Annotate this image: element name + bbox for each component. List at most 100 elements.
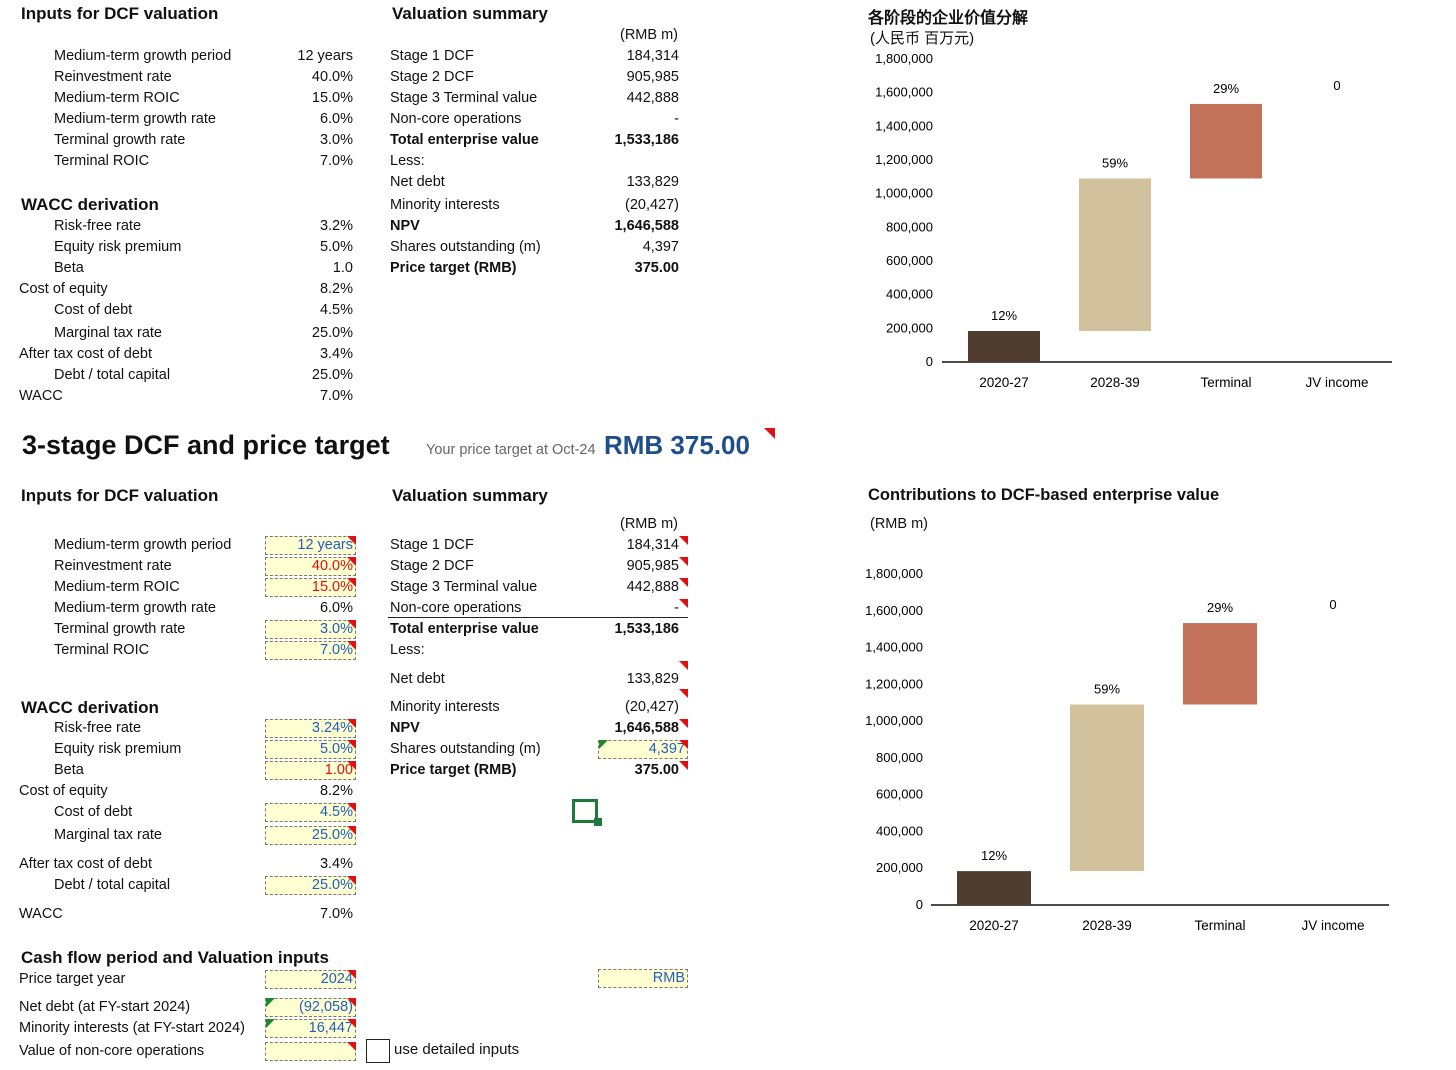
comment-marker[interactable] <box>347 557 356 566</box>
y-tick-label: 600,000 <box>876 787 923 802</box>
top-wacc-value: 3.4% <box>319 346 353 362</box>
bottom-summary-value: 1,646,588 <box>614 720 679 736</box>
top-summary-label: Less: <box>390 153 425 169</box>
y-tick-label: 0 <box>926 354 933 369</box>
top-input-value: 6.0% <box>319 111 353 127</box>
comment-marker[interactable] <box>347 620 356 629</box>
top-wacc-label: Risk-free rate <box>54 218 142 234</box>
comment-marker[interactable] <box>679 719 688 728</box>
y-tick-label: 800,000 <box>876 750 923 765</box>
bottom-wacc-cell[interactable]: 4.5% <box>265 803 356 822</box>
comment-marker[interactable] <box>679 599 688 608</box>
comment-marker[interactable] <box>347 826 356 835</box>
bottom-inputs-title: Inputs for DCF valuation <box>21 486 219 505</box>
data-label: 0 <box>1329 597 1336 612</box>
bottom-input-cell[interactable]: 3.0% <box>265 620 356 639</box>
cashflow-input[interactable]: (92,058) <box>265 998 356 1017</box>
waterfall-bar <box>1070 704 1144 872</box>
top-wacc-value: 25.0% <box>311 367 353 383</box>
comment-marker[interactable] <box>679 689 688 698</box>
top-wacc-value: 4.5% <box>319 302 353 318</box>
formula-marker <box>266 1019 275 1028</box>
waterfall-bar <box>1079 178 1151 331</box>
data-label: 59% <box>1094 682 1120 697</box>
comment-marker[interactable] <box>679 740 688 749</box>
cashflow-input[interactable]: 16,447 <box>265 1019 356 1038</box>
shares-outstanding-cell[interactable]: 4,397 <box>598 740 688 759</box>
fill-handle[interactable] <box>594 818 602 826</box>
top-summary-value: 184,314 <box>626 48 679 64</box>
x-tick-label: Terminal <box>1194 918 1245 933</box>
x-tick-label: Terminal <box>1200 375 1251 390</box>
top-wacc-label: After tax cost of debt <box>19 346 152 362</box>
bottom-input-label: Terminal ROIC <box>54 642 150 658</box>
bottom-wacc-cell[interactable]: 25.0% <box>265 826 356 845</box>
top-wacc-value: 1.0 <box>332 260 353 276</box>
top-wacc-value: 7.0% <box>319 388 353 404</box>
comment-marker[interactable] <box>347 761 356 770</box>
y-tick-label: 200,000 <box>876 860 923 875</box>
bottom-chart-title: Contributions to DCF-based enterprise va… <box>868 486 1220 504</box>
bottom-wacc-label: Equity risk premium <box>54 741 182 757</box>
bottom-input-cell[interactable]: 15.0% <box>265 578 356 597</box>
bottom-wacc-cell[interactable]: 5.0% <box>265 740 356 759</box>
detailed-inputs-checkbox[interactable] <box>366 1039 390 1063</box>
selected-cell-cursor[interactable] <box>572 799 598 823</box>
top-summary-label: Stage 2 DCF <box>390 69 474 85</box>
comment-marker[interactable] <box>679 661 688 670</box>
total-divider <box>388 617 688 618</box>
bottom-input-label: Medium-term growth rate <box>54 600 216 616</box>
comment-marker[interactable] <box>347 536 356 545</box>
x-tick-label: 2020-27 <box>969 918 1019 933</box>
y-tick-label: 600,000 <box>886 253 933 268</box>
x-tick-label: 2028-39 <box>1082 918 1132 933</box>
comment-marker[interactable] <box>347 876 356 885</box>
comment-marker[interactable] <box>347 641 356 650</box>
currency-input[interactable]: RMB <box>598 969 688 988</box>
comment-marker[interactable] <box>347 998 356 1007</box>
top-wacc-label: Equity risk premium <box>54 239 182 255</box>
bottom-summary-label: Shares outstanding (m) <box>390 741 541 757</box>
comment-marker[interactable] <box>764 428 775 439</box>
top-input-label: Terminal ROIC <box>54 153 150 169</box>
bottom-unit-label: (RMB m) <box>620 516 678 532</box>
bottom-summary-value: 375.00 <box>634 762 679 778</box>
bottom-wacc-label: After tax cost of debt <box>19 856 152 872</box>
y-tick-label: 800,000 <box>886 219 933 234</box>
price-target-subtitle: Your price target at Oct-24 <box>426 442 596 458</box>
data-label: 29% <box>1207 600 1233 615</box>
comment-marker[interactable] <box>347 719 356 728</box>
bottom-summary-value: - <box>674 600 679 616</box>
comment-marker[interactable] <box>679 557 688 566</box>
comment-marker[interactable] <box>347 1019 356 1028</box>
bottom-wacc-cell[interactable]: 3.24% <box>265 719 356 738</box>
comment-marker[interactable] <box>347 740 356 749</box>
top-input-label: Medium-term growth period <box>54 48 232 64</box>
top-input-value: 3.0% <box>319 132 353 148</box>
comment-marker[interactable] <box>347 1042 356 1051</box>
comment-marker[interactable] <box>679 761 688 770</box>
waterfall-bar <box>1190 103 1262 179</box>
price-target-value: RMB 375.00 <box>604 430 750 460</box>
comment-marker[interactable] <box>347 578 356 587</box>
bottom-wacc-cell[interactable]: 25.0% <box>265 876 356 895</box>
bottom-input-cell[interactable]: 7.0% <box>265 641 356 660</box>
cashflow-input[interactable] <box>265 1042 356 1061</box>
data-label: 29% <box>1213 81 1239 96</box>
bottom-input-cell[interactable]: 12 years <box>265 536 356 555</box>
bottom-wacc-title: WACC derivation <box>21 698 159 717</box>
bottom-summary-value: 184,314 <box>626 537 679 553</box>
comment-marker[interactable] <box>679 578 688 587</box>
bottom-input-cell[interactable]: 40.0% <box>265 557 356 576</box>
bottom-summary-label: Price target (RMB) <box>390 762 517 778</box>
top-wacc-value: 5.0% <box>319 239 353 255</box>
cashflow-input[interactable]: 2024 <box>265 970 356 989</box>
data-label: 12% <box>991 308 1017 323</box>
comment-marker[interactable] <box>679 536 688 545</box>
comment-marker[interactable] <box>347 803 356 812</box>
x-tick-label: JV income <box>1301 918 1364 933</box>
bottom-wacc-cell[interactable]: 1.00 <box>265 761 356 780</box>
comment-marker[interactable] <box>347 970 356 979</box>
top-input-label: Reinvestment rate <box>54 69 172 85</box>
y-tick-label: 1,000,000 <box>865 713 923 728</box>
